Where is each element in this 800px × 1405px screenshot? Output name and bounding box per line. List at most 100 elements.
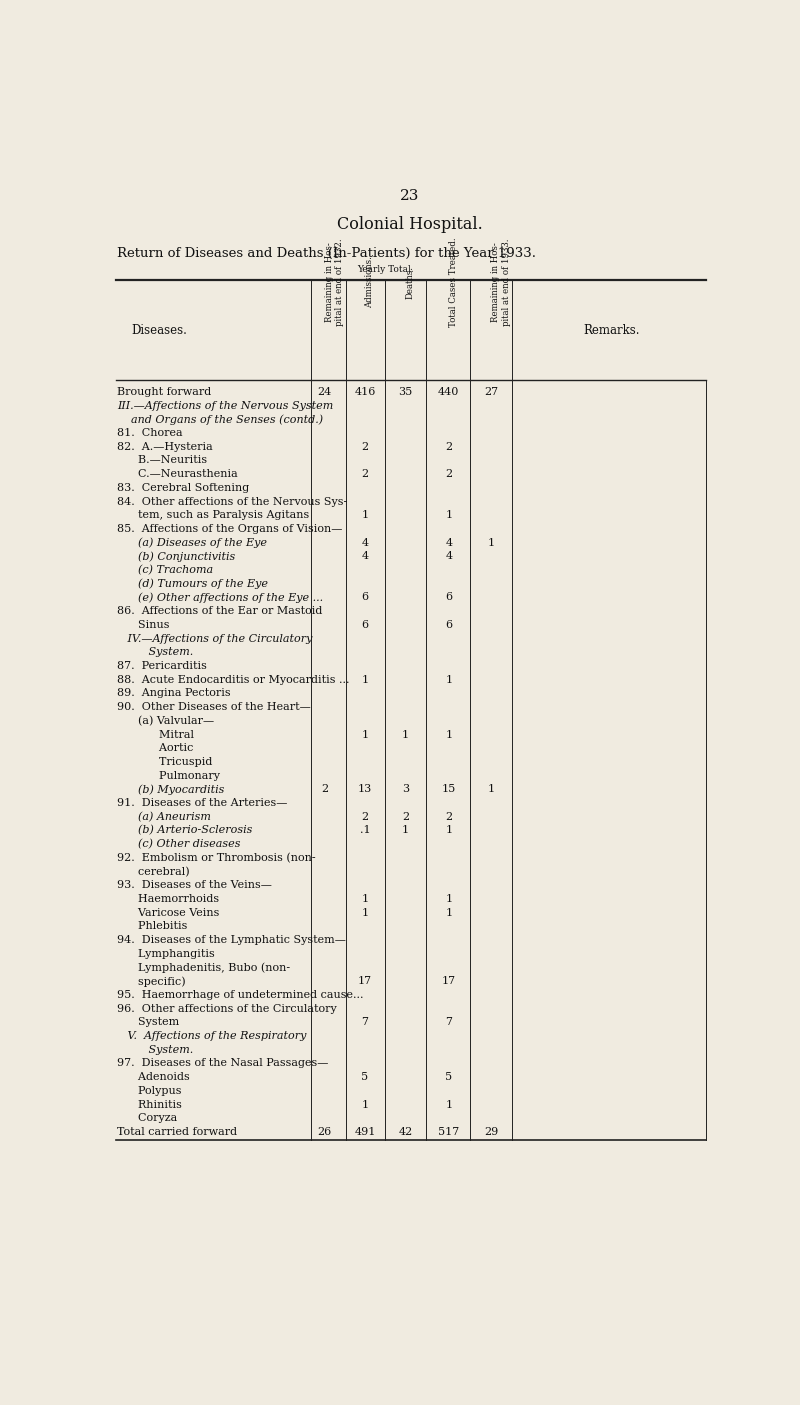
Text: 1: 1 <box>402 729 409 739</box>
Text: 3: 3 <box>402 784 409 794</box>
Text: 29: 29 <box>484 1127 498 1137</box>
Text: 5: 5 <box>445 1072 452 1082</box>
Text: Aortic: Aortic <box>117 743 194 753</box>
Text: 2: 2 <box>402 812 409 822</box>
Text: 2: 2 <box>445 812 452 822</box>
Text: Remarks.: Remarks. <box>583 323 640 337</box>
Text: Admissions.: Admissions. <box>365 257 374 309</box>
Text: 416: 416 <box>354 386 376 396</box>
Text: 491: 491 <box>354 1127 376 1137</box>
Text: (c) Other diseases: (c) Other diseases <box>117 839 241 850</box>
Text: 81.  Chorea: 81. Chorea <box>117 429 182 438</box>
Text: 1: 1 <box>488 784 495 794</box>
Text: 7: 7 <box>362 1017 369 1027</box>
Text: Polypus: Polypus <box>117 1086 182 1096</box>
Text: 15: 15 <box>442 784 456 794</box>
Text: 1: 1 <box>445 674 452 684</box>
Text: 93.  Diseases of the Veins—: 93. Diseases of the Veins— <box>117 881 272 891</box>
Text: 82.  A.—Hysteria: 82. A.—Hysteria <box>117 441 213 452</box>
Text: cerebral): cerebral) <box>117 867 190 877</box>
Text: Deaths.: Deaths. <box>406 266 414 299</box>
Text: 6: 6 <box>445 593 452 603</box>
Text: 1: 1 <box>362 894 369 903</box>
Text: 86.  Affections of the Ear or Mastoid: 86. Affections of the Ear or Mastoid <box>117 606 322 617</box>
Text: 92.  Embolism or Thrombosis (non-: 92. Embolism or Thrombosis (non- <box>117 853 316 863</box>
Text: 2: 2 <box>321 784 328 794</box>
Text: 17: 17 <box>442 976 456 986</box>
Text: 517: 517 <box>438 1127 459 1137</box>
Text: Brought forward: Brought forward <box>117 386 211 396</box>
Text: 95.  Haemorrhage of undetermined cause...: 95. Haemorrhage of undetermined cause... <box>117 991 363 1000</box>
Text: System.: System. <box>117 648 194 658</box>
Text: Remaining in Hos-
pital at end of 1932.: Remaining in Hos- pital at end of 1932. <box>325 239 344 326</box>
Text: 4: 4 <box>445 538 452 548</box>
Text: Total Cases Treated.: Total Cases Treated. <box>449 237 458 327</box>
Text: 84.  Other affections of the Nervous Sys-: 84. Other affections of the Nervous Sys- <box>117 496 347 507</box>
Text: 42: 42 <box>398 1127 413 1137</box>
Text: (a) Valvular—: (a) Valvular— <box>117 715 214 726</box>
Text: 2: 2 <box>445 441 452 452</box>
Text: Yearly Total.: Yearly Total. <box>358 266 414 274</box>
Text: 1: 1 <box>445 826 452 836</box>
Text: 89.  Angina Pectoris: 89. Angina Pectoris <box>117 688 230 698</box>
Text: 6: 6 <box>445 620 452 629</box>
Text: Coryza: Coryza <box>117 1113 178 1124</box>
Text: 1: 1 <box>362 1100 369 1110</box>
Text: (b) Arterio-Sclerosis: (b) Arterio-Sclerosis <box>117 825 253 836</box>
Text: 1: 1 <box>362 908 369 917</box>
Text: (b) Myocarditis: (b) Myocarditis <box>117 784 225 795</box>
Text: Lymphadenitis, Bubo (non-: Lymphadenitis, Bubo (non- <box>117 962 290 972</box>
Text: 88.  Acute Endocarditis or Myocarditis ...: 88. Acute Endocarditis or Myocarditis ..… <box>117 674 350 684</box>
Text: tem, such as Paralysis Agitans: tem, such as Paralysis Agitans <box>117 510 310 520</box>
Text: 2: 2 <box>362 812 369 822</box>
Text: 1: 1 <box>445 1100 452 1110</box>
Text: 1: 1 <box>362 510 369 520</box>
Text: 13: 13 <box>358 784 372 794</box>
Text: Lymphangitis: Lymphangitis <box>117 948 214 958</box>
Text: Varicose Veins: Varicose Veins <box>117 908 219 917</box>
Text: Pulmonary: Pulmonary <box>117 771 220 781</box>
Text: 2: 2 <box>362 441 369 452</box>
Text: Diseases.: Diseases. <box>132 323 188 337</box>
Text: (c) Trachoma: (c) Trachoma <box>117 565 213 575</box>
Text: 1: 1 <box>362 674 369 684</box>
Text: 6: 6 <box>362 620 369 629</box>
Text: 17: 17 <box>358 976 372 986</box>
Text: 87.  Pericarditis: 87. Pericarditis <box>117 660 207 672</box>
Text: 440: 440 <box>438 386 459 396</box>
Text: Adenoids: Adenoids <box>117 1072 190 1082</box>
Text: Sinus: Sinus <box>117 620 170 629</box>
Text: (b) Conjunctivitis: (b) Conjunctivitis <box>117 551 235 562</box>
Text: 1: 1 <box>445 908 452 917</box>
Text: 85.  Affections of the Organs of Vision—: 85. Affections of the Organs of Vision— <box>117 524 342 534</box>
Text: 26: 26 <box>318 1127 332 1137</box>
Text: 23: 23 <box>400 188 420 202</box>
Text: 5: 5 <box>362 1072 369 1082</box>
Text: 1: 1 <box>445 510 452 520</box>
Text: 1: 1 <box>362 729 369 739</box>
Text: (a) Aneurism: (a) Aneurism <box>117 812 211 822</box>
Text: Phlebitis: Phlebitis <box>117 922 187 932</box>
Text: System.: System. <box>117 1045 194 1055</box>
Text: C.—Neurasthenia: C.—Neurasthenia <box>117 469 238 479</box>
Text: 4: 4 <box>362 551 369 562</box>
Text: 96.  Other affections of the Circulatory: 96. Other affections of the Circulatory <box>117 1003 337 1013</box>
Text: 2: 2 <box>445 469 452 479</box>
Text: (d) Tumours of the Eye: (d) Tumours of the Eye <box>117 579 268 589</box>
Text: System: System <box>117 1017 179 1027</box>
Text: 6: 6 <box>362 593 369 603</box>
Text: (e) Other affections of the Eye ...: (e) Other affections of the Eye ... <box>117 593 323 603</box>
Text: 94.  Diseases of the Lymphatic System—: 94. Diseases of the Lymphatic System— <box>117 936 346 946</box>
Text: (a) Diseases of the Eye: (a) Diseases of the Eye <box>117 537 267 548</box>
Text: IV.—Affections of the Circulatory: IV.—Affections of the Circulatory <box>117 634 313 643</box>
Text: Total carried forward: Total carried forward <box>117 1127 237 1137</box>
Text: Colonial Hospital.: Colonial Hospital. <box>337 216 483 233</box>
Text: 35: 35 <box>398 386 413 396</box>
Text: 4: 4 <box>445 551 452 562</box>
Text: III.—Affections of the Nervous System: III.—Affections of the Nervous System <box>117 400 334 410</box>
Text: 4: 4 <box>362 538 369 548</box>
Text: 1: 1 <box>445 894 452 903</box>
Text: 7: 7 <box>446 1017 452 1027</box>
Text: Tricuspid: Tricuspid <box>117 757 213 767</box>
Text: and Organs of the Senses (contd.): and Organs of the Senses (contd.) <box>117 414 323 424</box>
